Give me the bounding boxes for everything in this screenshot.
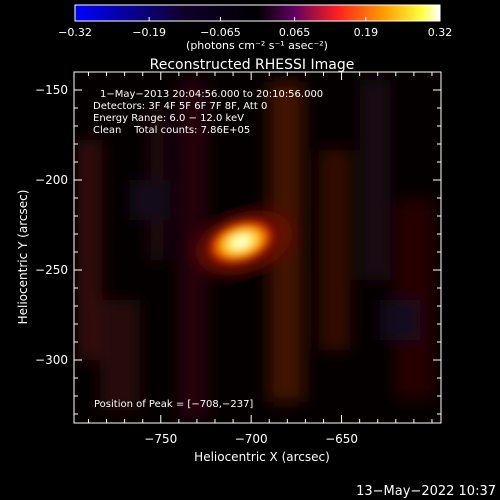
y-axis-label: Heliocentric Y (arcsec) bbox=[16, 190, 30, 325]
peak-source bbox=[204, 217, 278, 267]
plot-frame bbox=[73, 71, 442, 424]
axis-ticks: −750 −700 −650 −150 −200 −250 −300 bbox=[35, 71, 441, 446]
colorbar bbox=[74, 4, 441, 22]
colorbar-tick-label: 0.19 bbox=[354, 26, 379, 39]
footer-date: 13−May−2022 10:37 bbox=[356, 484, 496, 499]
colorbar-unit-label: (photons cm⁻² s⁻¹ asec⁻²) bbox=[186, 39, 328, 52]
x-axis-label: Heliocentric X (arcsec) bbox=[194, 450, 330, 464]
chart-title: Reconstructed RHESSI Image bbox=[150, 57, 355, 73]
annotation-time-range: 1−May−2013 20:04:56.000 to 20:10:56.000 bbox=[100, 89, 323, 100]
x-tick-label: −650 bbox=[325, 432, 358, 446]
x-tick-label: −750 bbox=[144, 432, 177, 446]
y-tick-label: −200 bbox=[35, 173, 68, 187]
y-tick-label: −150 bbox=[35, 83, 68, 97]
colorbar-tick-label: −0.32 bbox=[58, 26, 92, 39]
colorbar-tick-label: −0.065 bbox=[200, 26, 241, 39]
colorbar-tick-label: −0.19 bbox=[132, 26, 166, 39]
colorbar-tick-label: 0.32 bbox=[428, 26, 453, 39]
y-tick-label: −300 bbox=[35, 353, 68, 367]
annotation-energy-range: Energy Range: 6.0 − 12.0 keV bbox=[93, 113, 244, 124]
colorbar-ticks: −0.32 −0.19 −0.065 0.065 0.19 0.32 bbox=[58, 17, 452, 39]
annotation-clean-counts: Clean Total counts: 7.86E+05 bbox=[93, 125, 250, 136]
plot-image bbox=[74, 72, 441, 423]
colorbar-tick-label: 0.065 bbox=[279, 26, 311, 39]
annotation-detectors: Detectors: 3F 4F 5F 6F 7F 8F, Att 0 bbox=[93, 101, 267, 112]
y-tick-label: −250 bbox=[35, 263, 68, 277]
peak-position-label: Position of Peak = [−708,−237] bbox=[94, 399, 253, 410]
x-tick-label: −700 bbox=[235, 432, 268, 446]
